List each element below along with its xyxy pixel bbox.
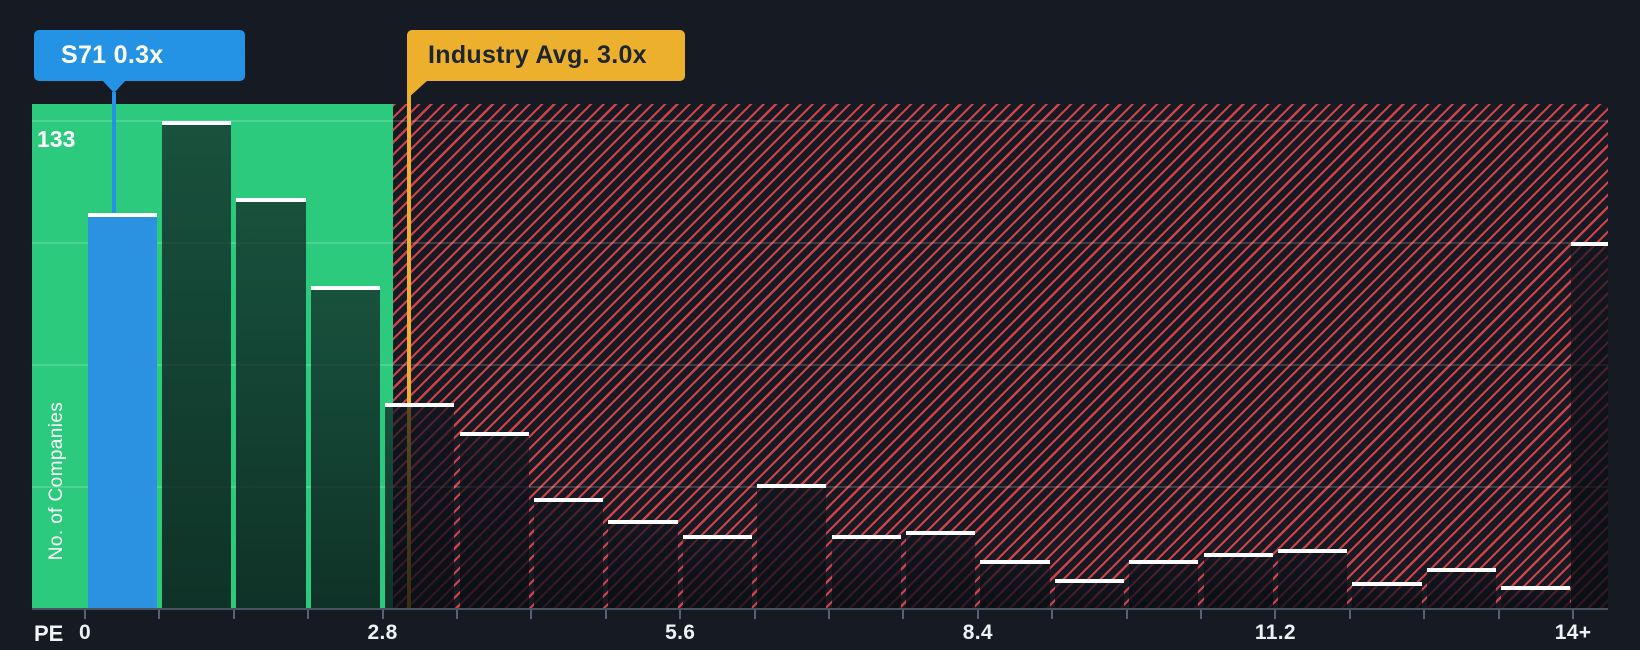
histogram-bar[interactable] xyxy=(1054,579,1125,608)
histogram-bar[interactable] xyxy=(682,535,753,608)
histogram-bar[interactable] xyxy=(980,560,1050,608)
industry-avg-callout[interactable]: Industry Avg. 3.0x xyxy=(407,30,685,81)
x-axis-tick xyxy=(1051,610,1054,619)
x-axis-title: PE xyxy=(34,621,64,646)
histogram-bar[interactable] xyxy=(533,498,604,608)
x-axis-tick xyxy=(1274,610,1277,619)
histogram-bar[interactable] xyxy=(1129,560,1199,608)
x-axis-tick xyxy=(456,610,458,619)
x-axis-tick xyxy=(1200,610,1202,619)
company-callout[interactable]: S71 0.3x xyxy=(34,30,245,81)
company-histogram-bar[interactable] xyxy=(87,213,157,608)
x-axis-tick xyxy=(381,610,384,619)
gridline xyxy=(32,120,1608,122)
x-axis-line xyxy=(32,608,1608,610)
histogram-bar[interactable] xyxy=(459,432,529,608)
x-axis-tick xyxy=(1125,610,1128,619)
histogram-bar[interactable] xyxy=(905,531,976,608)
industry-avg-callout-pointer-icon xyxy=(407,80,428,99)
x-axis-tick xyxy=(307,610,310,619)
x-axis-tick xyxy=(828,610,830,619)
histogram-bar[interactable] xyxy=(236,198,306,608)
x-axis-tick xyxy=(1497,610,1500,619)
x-axis-label: 8.4 xyxy=(962,621,993,644)
gridline xyxy=(32,242,1608,244)
histogram-bar[interactable] xyxy=(831,535,901,608)
x-axis-tick xyxy=(530,610,533,619)
histogram-bar[interactable] xyxy=(310,286,381,608)
histogram-bar[interactable] xyxy=(757,484,827,608)
x-axis-tick xyxy=(232,610,235,619)
industry-avg-line xyxy=(407,80,411,608)
x-axis-tick xyxy=(976,610,979,619)
x-axis-tick xyxy=(604,610,607,619)
histogram-bar[interactable] xyxy=(1571,242,1608,608)
x-axis-tick xyxy=(1348,610,1351,619)
company-marker-line xyxy=(112,92,116,213)
x-axis-tick xyxy=(902,610,905,619)
histogram-bar[interactable] xyxy=(1426,568,1497,608)
histogram-bar[interactable] xyxy=(161,121,232,608)
histogram-bar[interactable] xyxy=(385,403,455,608)
x-axis-tick xyxy=(1572,610,1574,619)
gridline xyxy=(32,364,1608,366)
x-axis-label: 14+ xyxy=(1554,621,1592,644)
x-axis-tick xyxy=(1423,610,1426,619)
company-callout-pointer-icon xyxy=(102,80,126,93)
x-axis-label: 2.8 xyxy=(367,621,398,644)
histogram-bar[interactable] xyxy=(608,520,678,608)
histogram-bar[interactable] xyxy=(1501,586,1571,608)
x-axis-tick xyxy=(679,610,682,619)
histogram-bar[interactable] xyxy=(1352,582,1422,608)
y-axis-title: No. of Companies xyxy=(46,401,67,561)
histogram-bar[interactable] xyxy=(1203,553,1273,608)
y-max-value-label: 133 xyxy=(37,126,76,152)
x-axis-label: 0 xyxy=(79,621,91,644)
histogram-bar[interactable] xyxy=(1277,549,1348,608)
x-axis-tick xyxy=(753,610,756,619)
x-axis-tick xyxy=(84,610,86,619)
x-axis-label: 5.6 xyxy=(665,621,696,644)
x-axis-tick xyxy=(158,610,161,619)
x-axis-label: 11.2 xyxy=(1254,621,1296,644)
